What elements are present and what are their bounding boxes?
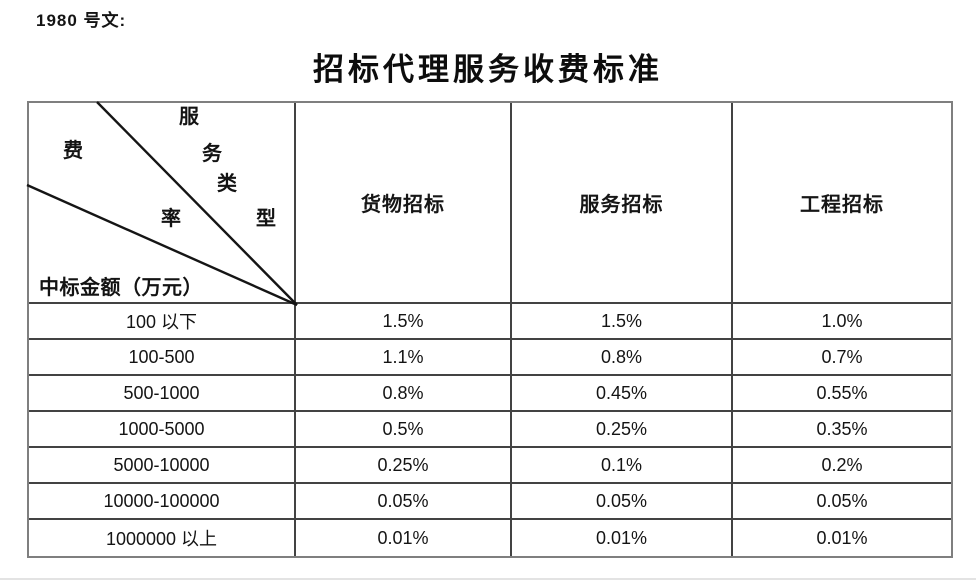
column-header-goods: 货物招标: [296, 103, 512, 304]
table-cell-works-rate: 1.0%: [733, 304, 951, 340]
table-cell-services-rate: 0.1%: [512, 448, 733, 484]
table-row-amount: 500-1000: [29, 376, 296, 412]
diagonal-label-type-char-3: 类: [217, 173, 237, 195]
row-axis-label: 中标金额（万元）: [39, 277, 203, 299]
table-cell-goods-rate: 0.05%: [296, 484, 512, 520]
diagonal-label-fee-char-2: 率: [161, 208, 181, 230]
table-row-amount: 5000-10000: [29, 448, 296, 484]
table-cell-goods-rate: 0.8%: [296, 376, 512, 412]
table-cell-goods-rate: 0.5%: [296, 412, 512, 448]
page-edge-line: [0, 578, 976, 580]
table-row-amount: 100-500: [29, 340, 296, 376]
table-cell-goods-rate: 1.1%: [296, 340, 512, 376]
page-title: 招标代理服务收费标准: [313, 52, 663, 87]
column-header-works: 工程招标: [733, 103, 951, 304]
table-cell-works-rate: 0.05%: [733, 484, 951, 520]
table-cell-works-rate: 0.7%: [733, 340, 951, 376]
table-row-amount: 10000-100000: [29, 484, 296, 520]
diagonal-label-fee-char-1: 费: [63, 140, 83, 162]
diagonal-divider-lines: [26, 101, 298, 307]
fee-table: 服 费 务 类 率 型 中标金额（万元） 货物招标 服务招标 工程招标 100 …: [26, 101, 953, 558]
table-cell-works-rate: 0.01%: [816, 527, 868, 548]
column-header-services: 服务招标: [512, 103, 733, 304]
table-cell-services-rate: 0.01%: [512, 520, 733, 556]
table-cell-goods-rate: 1.5%: [296, 304, 512, 340]
doc-ref-number: 1980 号文:: [36, 11, 127, 30]
table-cell-works-rate: 0.35%: [733, 412, 951, 448]
table-cell-services-rate: 0.45%: [512, 376, 733, 412]
table-row-amount: 100 以下: [29, 304, 296, 340]
table-cell-services-rate: 0.05%: [512, 484, 733, 520]
table-row-amount: 1000-5000: [29, 412, 296, 448]
table-cell-goods-rate: 0.01%: [296, 520, 512, 556]
table-corner-cell: 服 费 务 类 率 型 中标金额（万元）: [26, 101, 298, 307]
table-row-amount: 1000000 以上: [29, 520, 296, 556]
table-cell-goods-rate: 0.25%: [296, 448, 512, 484]
table-cell-services-rate: 1.5%: [512, 304, 733, 340]
diagonal-label-type-char-2: 务: [202, 143, 222, 165]
table-cell-works-rate: 0.2%: [733, 448, 951, 484]
table-cell-services-rate: 0.25%: [512, 412, 733, 448]
diagonal-label-type-char-1: 服: [179, 106, 199, 128]
table-cell-services-rate: 0.8%: [512, 340, 733, 376]
diagonal-label-type-char-4: 型: [256, 208, 276, 230]
table-cell-works-rate: 0.55%: [733, 376, 951, 412]
